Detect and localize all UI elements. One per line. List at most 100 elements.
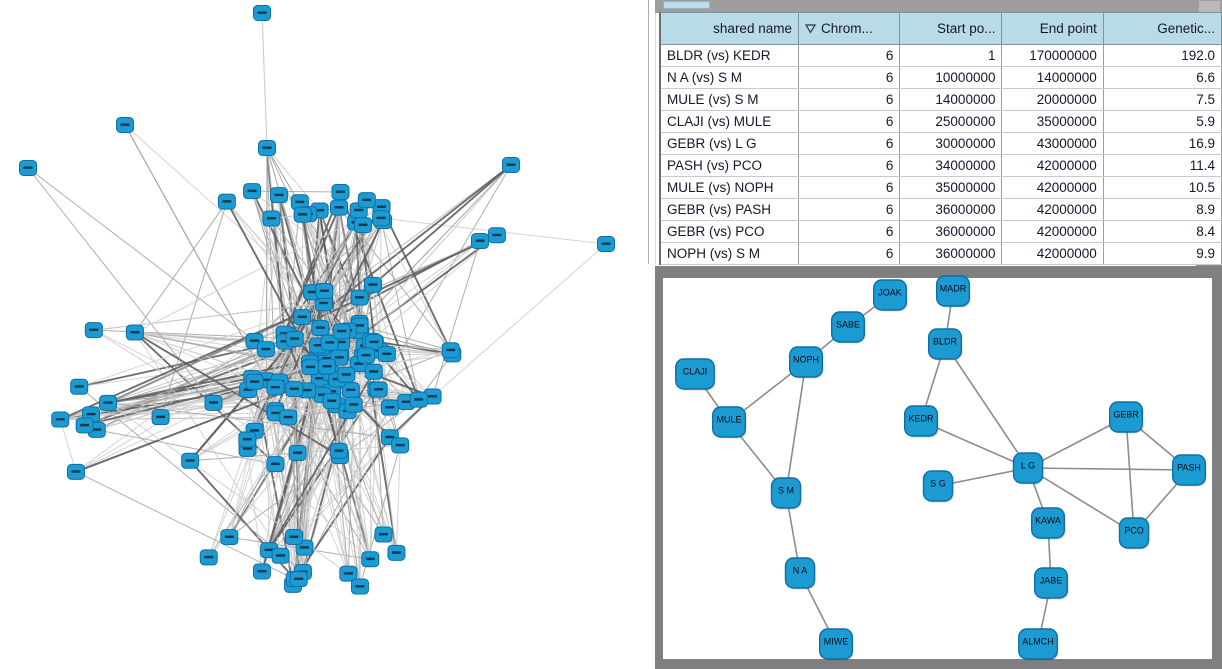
- node-shape[interactable]: [789, 346, 824, 378]
- overview-network-node[interactable]: [350, 289, 369, 306]
- overview-network-node[interactable]: [409, 391, 428, 408]
- overview-network-node[interactable]: [217, 193, 236, 210]
- column-header-chrom[interactable]: Chrom...: [797, 12, 901, 45]
- network-node-SABE[interactable]: SABE: [831, 311, 866, 344]
- node-shape[interactable]: [873, 279, 908, 311]
- overview-network-node[interactable]: [99, 394, 118, 411]
- network-edge-LG-PCO[interactable]: [1027, 467, 1135, 534]
- node-shape[interactable]: [784, 557, 816, 589]
- overview-network-node[interactable]: [329, 442, 348, 459]
- overview-network-node[interactable]: [363, 276, 382, 293]
- overview-network-node[interactable]: [354, 217, 373, 234]
- table-cell[interactable]: 9.9: [1102, 242, 1222, 265]
- table-cell[interactable]: MULE (vs) S M: [659, 88, 799, 111]
- node-shape[interactable]: [819, 628, 854, 660]
- overview-network-node[interactable]: [253, 5, 271, 21]
- overview-network-canvas[interactable]: [0, 0, 648, 669]
- overview-network-node[interactable]: [256, 341, 275, 358]
- overview-network-node[interactable]: [364, 363, 383, 380]
- detail-network-canvas[interactable]: CLAJI JOAK SABE NOPH MULE S M N A MIWE MADR BLDR K…: [655, 266, 1222, 669]
- overview-network-node[interactable]: [380, 429, 399, 446]
- table-cell[interactable]: 16.9: [1102, 132, 1222, 155]
- overview-network-node[interactable]: [369, 381, 388, 398]
- filter-icon[interactable]: [804, 24, 816, 34]
- overview-network-node[interactable]: [258, 140, 276, 156]
- node-shape[interactable]: [1012, 452, 1044, 484]
- overview-network-node[interactable]: [301, 359, 320, 376]
- table-cell[interactable]: 8.9: [1102, 198, 1222, 221]
- overview-network-node[interactable]: [339, 565, 358, 582]
- overview-network-node[interactable]: [357, 347, 376, 364]
- overview-network-node[interactable]: [315, 283, 334, 300]
- network-edge-BLDR-LG[interactable]: [944, 343, 1029, 469]
- table-cell[interactable]: 6: [797, 242, 901, 265]
- table-cell[interactable]: 36000000: [899, 242, 1003, 265]
- table-cell[interactable]: 6: [797, 44, 901, 67]
- overview-network-node[interactable]: [502, 157, 520, 173]
- node-shape[interactable]: [1118, 517, 1150, 549]
- overview-network-node[interactable]: [70, 378, 89, 395]
- overview-network-node[interactable]: [75, 417, 94, 434]
- overview-network-node[interactable]: [380, 399, 399, 416]
- table-cell[interactable]: 43000000: [1001, 132, 1104, 155]
- table-cell[interactable]: GEBR (vs) PASH: [659, 198, 799, 221]
- overview-network-node[interactable]: [344, 396, 363, 413]
- table-cell[interactable]: 10000000: [899, 66, 1003, 89]
- node-shape[interactable]: [936, 275, 971, 307]
- node-shape[interactable]: [712, 406, 747, 438]
- table-cell[interactable]: 6: [797, 154, 901, 177]
- table-cell[interactable]: 36000000: [899, 220, 1003, 243]
- table-cell[interactable]: 192.0: [1102, 44, 1222, 67]
- table-row[interactable]: MULE (vs) S M 6 14000000 20000000 7.5: [659, 88, 1222, 111]
- column-header-genetic[interactable]: Genetic...: [1102, 12, 1222, 45]
- overview-network-node[interactable]: [293, 206, 312, 223]
- node-shape[interactable]: [675, 358, 715, 390]
- overview-network-node[interactable]: [252, 563, 271, 580]
- table-cell[interactable]: 42000000: [1001, 242, 1104, 265]
- table-cell[interactable]: 25000000: [899, 110, 1003, 133]
- table-cell[interactable]: 6.6: [1102, 66, 1222, 89]
- table-cell[interactable]: NOPH (vs) S M: [659, 242, 799, 265]
- table-cell[interactable]: 6: [797, 110, 901, 133]
- network-node-MULE[interactable]: MULE: [712, 406, 747, 439]
- table-row[interactable]: PASH (vs) PCO 6 34000000 42000000 11.4: [659, 154, 1222, 177]
- table-cell[interactable]: 42000000: [1001, 154, 1104, 177]
- network-node-MADR[interactable]: MADR: [936, 275, 971, 308]
- overview-network-node[interactable]: [125, 324, 144, 341]
- table-cell[interactable]: 6: [797, 132, 901, 155]
- overview-network-panel[interactable]: [0, 0, 648, 669]
- overview-network-node[interactable]: [487, 227, 506, 244]
- table-cell[interactable]: GEBR (vs) L G: [659, 132, 799, 155]
- table-cell[interactable]: 8.4: [1102, 220, 1222, 243]
- node-shape[interactable]: [770, 477, 802, 509]
- network-node-NA[interactable]: N A: [784, 557, 816, 590]
- overview-network-node[interactable]: [19, 160, 37, 176]
- overview-network-node[interactable]: [279, 409, 298, 426]
- table-row[interactable]: CLAJI (vs) MULE 6 25000000 35000000 5.9: [659, 110, 1222, 133]
- overview-network-node[interactable]: [285, 330, 304, 347]
- overview-network-node[interactable]: [350, 578, 369, 595]
- overview-network-node[interactable]: [597, 236, 615, 252]
- node-shape[interactable]: [1030, 507, 1065, 539]
- panel-splitter[interactable]: [648, 0, 657, 669]
- table-row[interactable]: NOPH (vs) S M 6 36000000 42000000 9.9: [659, 242, 1222, 265]
- node-shape[interactable]: [904, 405, 939, 437]
- overview-network-node[interactable]: [322, 393, 341, 410]
- table-cell[interactable]: 34000000: [899, 154, 1003, 177]
- network-node-GEBR[interactable]: GEBR: [1108, 401, 1144, 434]
- table-cell[interactable]: 42000000: [1001, 176, 1104, 199]
- network-edge-LG-PASH[interactable]: [1027, 467, 1190, 471]
- node-shape[interactable]: [1033, 567, 1068, 599]
- network-node-KEDR[interactable]: KEDR: [904, 405, 939, 438]
- network-node-SG[interactable]: S G: [922, 470, 954, 503]
- overview-network-node[interactable]: [337, 366, 356, 383]
- network-node-SM[interactable]: S M: [770, 477, 802, 510]
- overview-network-node[interactable]: [441, 342, 460, 359]
- table-cell[interactable]: 6: [797, 176, 901, 199]
- network-node-LG[interactable]: L G: [1012, 452, 1044, 485]
- table-row[interactable]: MULE (vs) NOPH 6 35000000 42000000 10.5: [659, 176, 1222, 199]
- overview-network-node[interactable]: [271, 547, 290, 564]
- table-cell[interactable]: 5.9: [1102, 110, 1222, 133]
- network-node-PCO[interactable]: PCO: [1118, 517, 1150, 550]
- table-cell[interactable]: 36000000: [899, 198, 1003, 221]
